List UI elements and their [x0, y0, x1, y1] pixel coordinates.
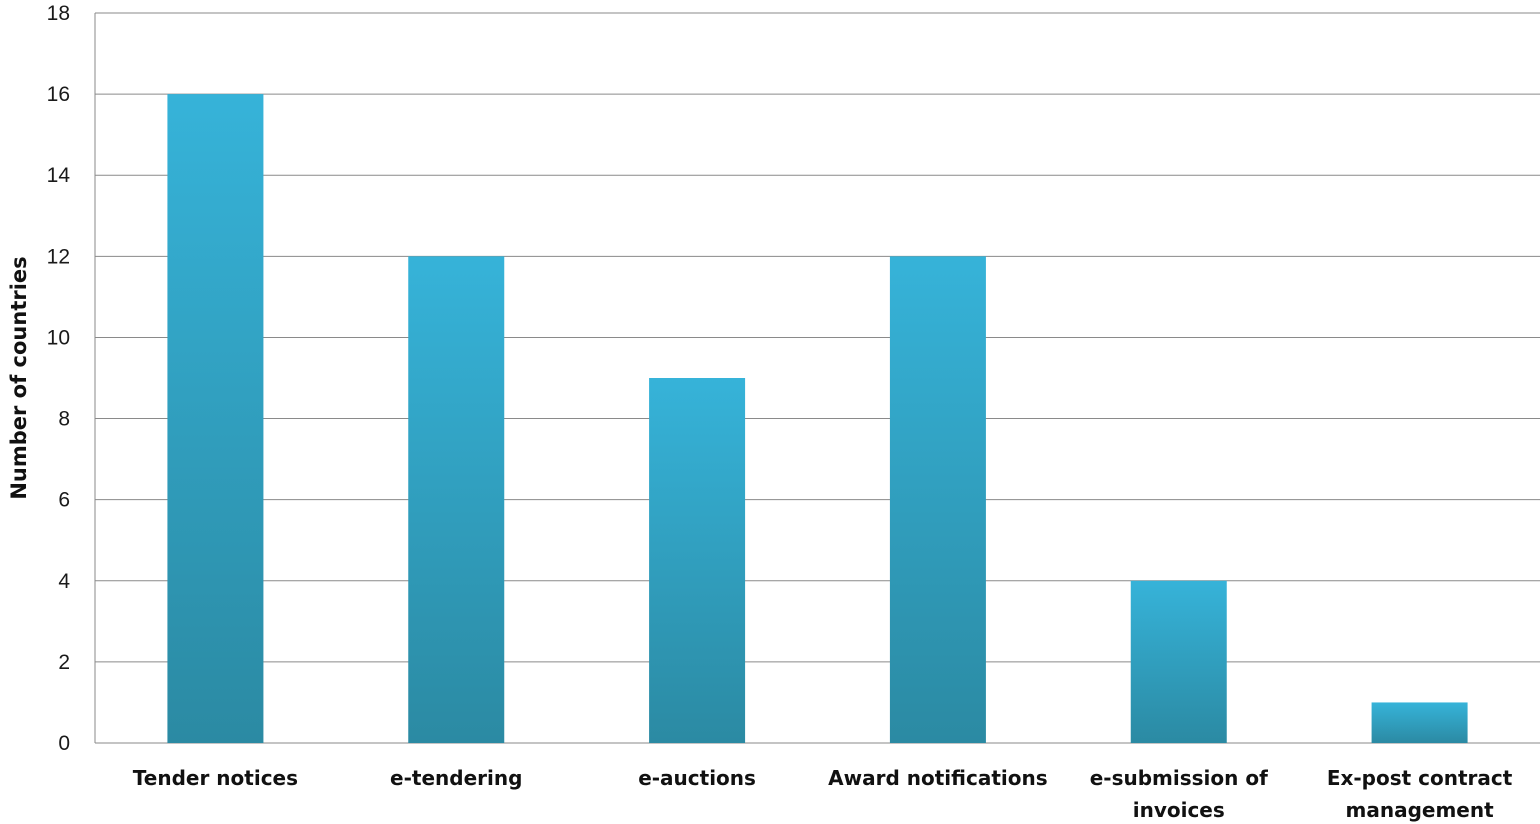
x-category-label-line: invoices	[1133, 798, 1225, 822]
y-tick-label: 6	[58, 489, 70, 512]
x-category-label-line: e-submission of	[1090, 766, 1268, 790]
x-category-label: e-submission of invoices	[1090, 766, 1268, 822]
y-tick-label: 14	[47, 164, 71, 187]
x-category-label-line: Tender notices	[133, 766, 298, 790]
y-tick-label: 4	[58, 570, 70, 593]
x-category-label-line: e-auctions	[638, 766, 756, 790]
bar	[1372, 702, 1468, 743]
bar	[649, 378, 745, 743]
x-category-label-line: Ex-post contract	[1327, 766, 1513, 790]
x-category-label: Ex-post contract management	[1327, 766, 1513, 822]
y-tick-label: 16	[47, 83, 70, 106]
x-category-label-line: e-tendering	[390, 766, 522, 790]
x-category-label-line: Award notifications	[828, 766, 1047, 790]
x-category-label-line: management	[1346, 798, 1495, 822]
y-axis-ticks: 0 2 4 6 8 10 12 14 16 18	[47, 2, 71, 755]
bar	[408, 256, 504, 743]
y-tick-label: 18	[47, 2, 70, 25]
y-tick-label: 10	[47, 326, 70, 349]
y-tick-label: 0	[58, 732, 70, 755]
x-category-label: e-tendering	[390, 766, 522, 790]
x-category-label: Award notifications	[828, 766, 1047, 790]
x-category-label: e-auctions	[638, 766, 756, 790]
y-tick-label: 8	[58, 408, 70, 431]
bar	[890, 256, 986, 743]
bar	[167, 94, 263, 743]
y-tick-label: 12	[47, 245, 70, 268]
gridlines	[95, 13, 1540, 743]
x-category-label: Tender notices	[133, 766, 298, 790]
bar	[1131, 581, 1227, 743]
x-axis-categories: Tender notices e-tendering e-auctions Award…	[133, 766, 1513, 822]
y-axis-title: Number of countries	[7, 256, 31, 499]
y-tick-label: 2	[58, 651, 70, 674]
